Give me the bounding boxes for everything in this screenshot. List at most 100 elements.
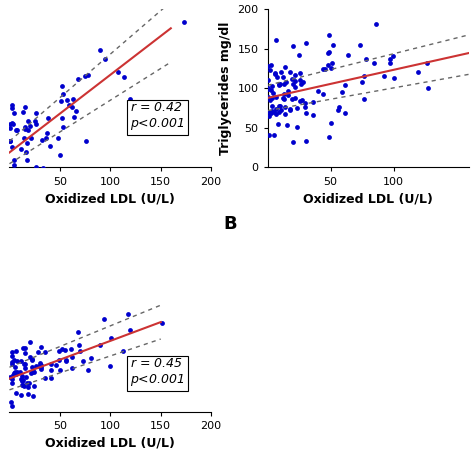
Point bbox=[279, 94, 287, 101]
Point bbox=[57, 97, 64, 104]
Point bbox=[10, 161, 18, 169]
Point bbox=[324, 61, 331, 69]
Point bbox=[363, 55, 370, 63]
Point bbox=[302, 137, 310, 145]
Point bbox=[11, 156, 18, 164]
X-axis label: Oxidized LDL (U/L): Oxidized LDL (U/L) bbox=[46, 437, 175, 450]
Text: $r$ = 0.45
$p$<0.001: $r$ = 0.45 $p$<0.001 bbox=[130, 357, 185, 388]
Point bbox=[27, 122, 34, 130]
Point bbox=[24, 117, 32, 125]
Point bbox=[10, 356, 18, 364]
Point bbox=[6, 373, 14, 380]
Point bbox=[21, 125, 28, 132]
Point bbox=[101, 55, 109, 63]
Point bbox=[325, 133, 333, 141]
Point bbox=[46, 143, 54, 150]
Point bbox=[55, 347, 63, 355]
Point bbox=[310, 98, 317, 106]
Point bbox=[17, 146, 24, 153]
Point bbox=[361, 73, 368, 80]
Point bbox=[10, 109, 18, 117]
Point bbox=[265, 108, 273, 116]
Point bbox=[264, 93, 272, 100]
Point bbox=[12, 389, 20, 397]
Point bbox=[370, 59, 377, 66]
Point bbox=[62, 357, 69, 365]
Point bbox=[282, 78, 290, 85]
Point bbox=[281, 110, 289, 118]
Point bbox=[288, 75, 295, 83]
Point bbox=[69, 103, 76, 111]
Point bbox=[120, 73, 128, 81]
Point bbox=[6, 124, 14, 132]
Point bbox=[423, 60, 430, 67]
Point bbox=[20, 134, 27, 141]
Point bbox=[22, 373, 29, 380]
Point bbox=[270, 89, 277, 97]
Point bbox=[18, 382, 26, 389]
Point bbox=[287, 68, 294, 75]
Point bbox=[16, 368, 23, 376]
Point bbox=[9, 348, 16, 356]
Point bbox=[336, 103, 343, 110]
Point bbox=[74, 328, 82, 336]
Point bbox=[27, 353, 34, 360]
Point bbox=[37, 343, 45, 351]
Point bbox=[295, 51, 303, 58]
Point bbox=[58, 114, 66, 121]
Point bbox=[12, 370, 19, 378]
Point bbox=[264, 76, 272, 84]
Point bbox=[13, 127, 20, 134]
Point bbox=[334, 107, 342, 114]
Point bbox=[277, 69, 285, 76]
Point bbox=[302, 109, 310, 117]
Point bbox=[84, 366, 92, 374]
Point bbox=[424, 84, 432, 91]
Point bbox=[328, 119, 335, 127]
Point bbox=[319, 90, 327, 97]
Point bbox=[25, 379, 33, 387]
Point bbox=[297, 69, 304, 77]
Point bbox=[18, 377, 26, 385]
Point bbox=[39, 164, 46, 172]
Point bbox=[28, 356, 36, 364]
Point bbox=[21, 364, 29, 372]
Point bbox=[24, 126, 31, 134]
Point bbox=[58, 345, 66, 353]
Point bbox=[158, 319, 165, 326]
Text: $r$ = 0.42
$p$<0.001: $r$ = 0.42 $p$<0.001 bbox=[130, 101, 185, 132]
Point bbox=[42, 374, 49, 382]
Point bbox=[310, 111, 317, 119]
Point bbox=[294, 123, 301, 130]
Y-axis label: Triglycerides mg/dl: Triglycerides mg/dl bbox=[219, 22, 232, 155]
Point bbox=[344, 51, 352, 58]
Point bbox=[21, 123, 29, 130]
Point bbox=[126, 95, 133, 102]
Point bbox=[56, 366, 64, 374]
Point bbox=[28, 368, 36, 376]
Point bbox=[360, 95, 368, 103]
Point bbox=[359, 78, 366, 86]
Point bbox=[24, 383, 32, 391]
Point bbox=[264, 62, 272, 70]
Point bbox=[341, 81, 349, 89]
Point bbox=[38, 136, 46, 144]
Point bbox=[8, 358, 16, 365]
Point bbox=[315, 88, 322, 95]
Point bbox=[327, 64, 335, 72]
Point bbox=[291, 83, 299, 91]
Point bbox=[280, 90, 287, 97]
Point bbox=[271, 131, 278, 139]
Point bbox=[21, 349, 28, 356]
Point bbox=[380, 72, 388, 79]
Point bbox=[283, 121, 291, 129]
Point bbox=[21, 360, 28, 367]
Point bbox=[415, 68, 422, 76]
Point bbox=[276, 81, 284, 88]
Point bbox=[268, 102, 276, 110]
Point bbox=[37, 364, 45, 371]
Point bbox=[272, 110, 279, 118]
Point bbox=[324, 50, 331, 57]
Point bbox=[119, 347, 127, 355]
Point bbox=[9, 143, 16, 151]
